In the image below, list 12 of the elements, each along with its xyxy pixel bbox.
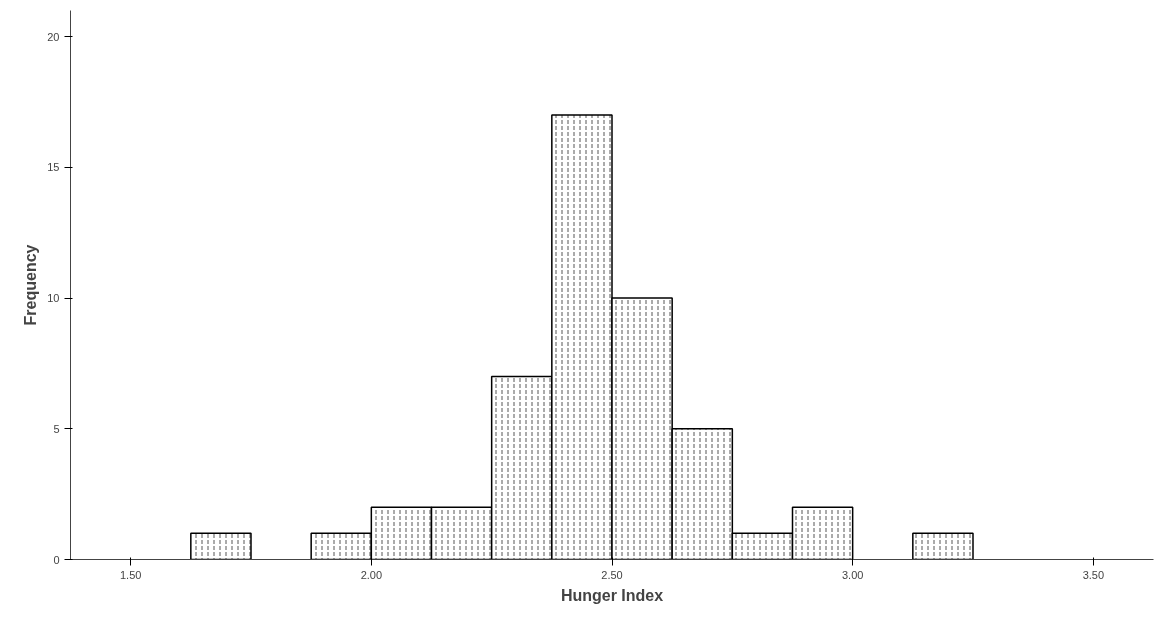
y-tick-label: 10 — [47, 292, 60, 305]
y-tick-label: 15 — [47, 161, 60, 174]
y-tick-label: 5 — [53, 422, 60, 435]
x-tick-label: 1.50 — [119, 568, 142, 581]
y-axis-title: Frequency — [22, 244, 40, 326]
x-axis-title: Hunger Index — [560, 586, 664, 604]
x-tick-label: 3.50 — [1082, 568, 1105, 581]
x-tick-label: 2.00 — [360, 568, 383, 581]
x-tick-label: 3.00 — [841, 568, 864, 581]
y-tick-label: 20 — [47, 30, 60, 43]
y-tick-label: 0 — [53, 553, 60, 566]
x-tick-label: 2.50 — [601, 568, 623, 581]
